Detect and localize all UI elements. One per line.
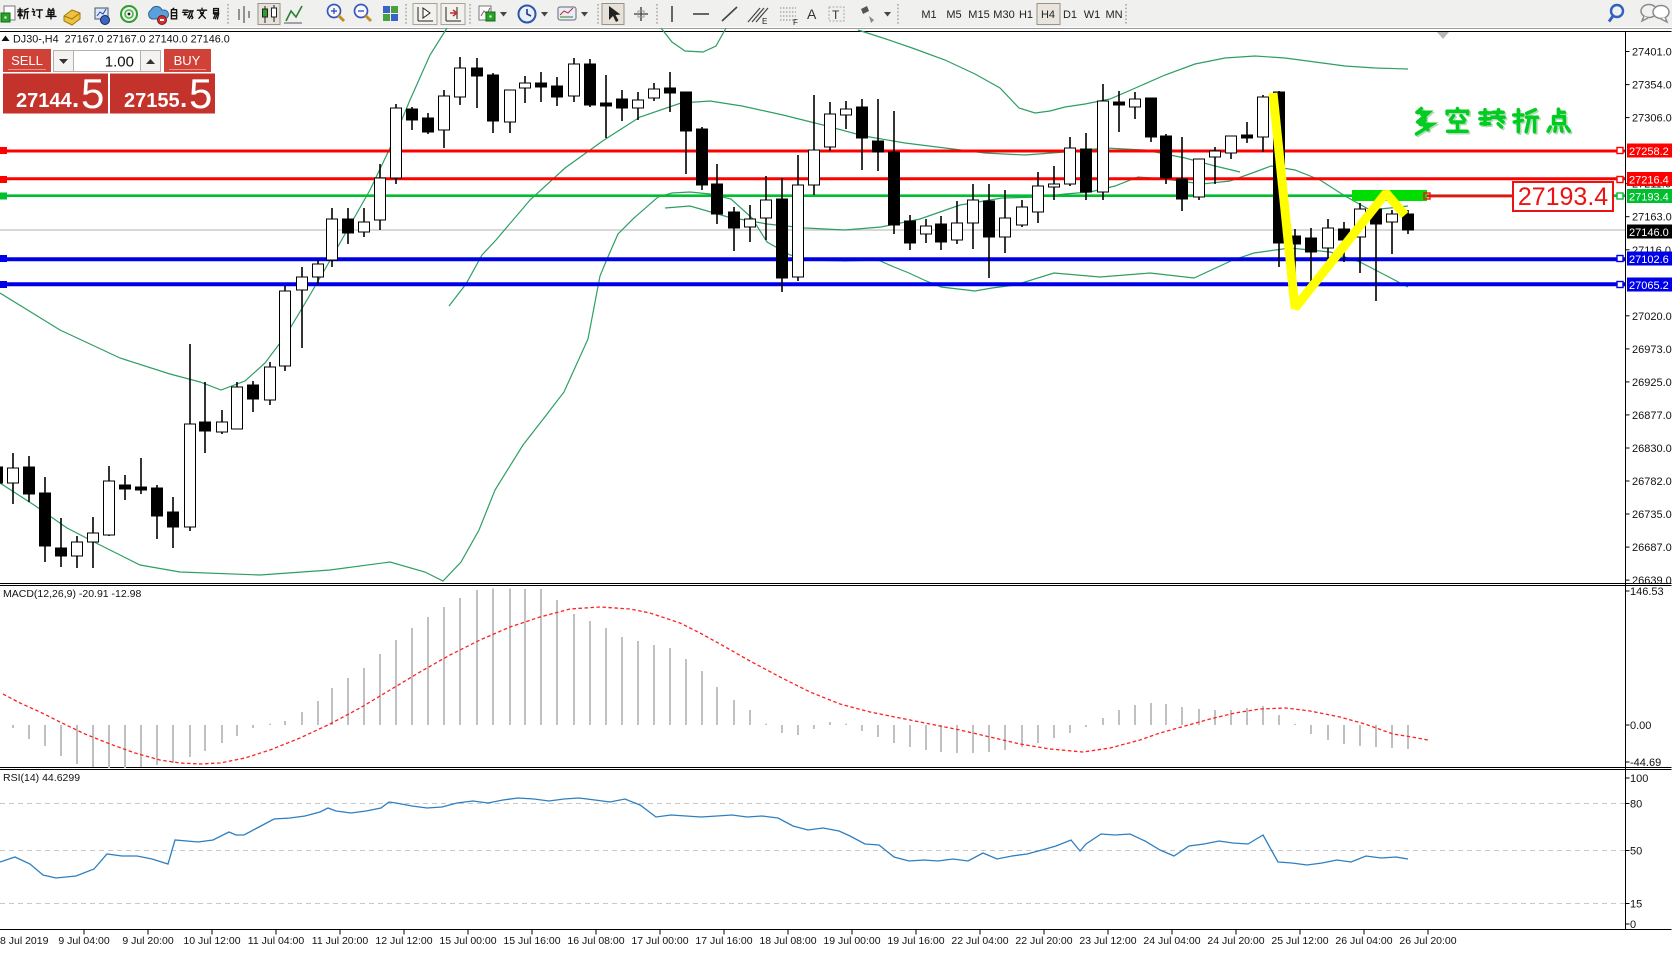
svg-text:.: . bbox=[72, 83, 79, 113]
svg-text:-44.69: -44.69 bbox=[1630, 757, 1661, 769]
svg-text:22 Jul 20:00: 22 Jul 20:00 bbox=[1015, 935, 1072, 947]
svg-text:16 Jul 08:00: 16 Jul 08:00 bbox=[567, 935, 624, 947]
svg-text:26735.0: 26735.0 bbox=[1632, 509, 1672, 521]
svg-text:5: 5 bbox=[81, 70, 104, 117]
svg-text:15 Jul 00:00: 15 Jul 00:00 bbox=[439, 935, 496, 947]
svg-text:DJ30-,H4 27167.0 27167.0 2714: DJ30-,H4 27167.0 27167.0 27140.0 27146.0 bbox=[13, 34, 230, 46]
svg-text:26925.0: 26925.0 bbox=[1632, 377, 1672, 389]
svg-text:80: 80 bbox=[1630, 799, 1642, 811]
svg-text:9 Jul 04:00: 9 Jul 04:00 bbox=[58, 935, 110, 947]
svg-text:5: 5 bbox=[189, 70, 212, 117]
svg-text:18 Jul 08:00: 18 Jul 08:00 bbox=[759, 935, 816, 947]
svg-text:W1: W1 bbox=[1084, 9, 1101, 21]
svg-text:17 Jul 16:00: 17 Jul 16:00 bbox=[695, 935, 752, 947]
svg-text:27144: 27144 bbox=[16, 90, 72, 112]
svg-text:50: 50 bbox=[1630, 846, 1642, 858]
svg-text:24 Jul 20:00: 24 Jul 20:00 bbox=[1207, 935, 1264, 947]
svg-text:26687.0: 26687.0 bbox=[1632, 542, 1672, 554]
svg-text:M30: M30 bbox=[993, 9, 1014, 21]
svg-text:27354.0: 27354.0 bbox=[1632, 80, 1672, 92]
svg-text:19 Jul 16:00: 19 Jul 16:00 bbox=[887, 935, 944, 947]
svg-text:15: 15 bbox=[1630, 899, 1642, 911]
svg-text:SELL: SELL bbox=[11, 53, 43, 68]
svg-text:26 Jul 04:00: 26 Jul 04:00 bbox=[1335, 935, 1392, 947]
svg-text:0: 0 bbox=[1630, 919, 1636, 931]
svg-text:27193.4: 27193.4 bbox=[1629, 192, 1669, 204]
svg-text:27258.2: 27258.2 bbox=[1629, 146, 1669, 158]
svg-text:RSI(14) 44.6299: RSI(14) 44.6299 bbox=[3, 772, 80, 784]
svg-text:27065.2: 27065.2 bbox=[1629, 280, 1669, 292]
svg-text:F: F bbox=[793, 18, 798, 27]
svg-text:22 Jul 04:00: 22 Jul 04:00 bbox=[951, 935, 1008, 947]
svg-text:1.00: 1.00 bbox=[105, 54, 134, 71]
svg-text:27020.0: 27020.0 bbox=[1632, 311, 1672, 323]
svg-text:26877.0: 26877.0 bbox=[1632, 410, 1672, 422]
svg-text:26639.0: 26639.0 bbox=[1632, 575, 1672, 587]
svg-text:27306.0: 27306.0 bbox=[1632, 113, 1672, 125]
svg-text:25 Jul 12:00: 25 Jul 12:00 bbox=[1271, 935, 1328, 947]
svg-text:D1: D1 bbox=[1063, 9, 1077, 21]
svg-text:M1: M1 bbox=[921, 9, 936, 21]
svg-text:11 Jul 20:00: 11 Jul 20:00 bbox=[312, 935, 369, 947]
svg-text:27102.6: 27102.6 bbox=[1629, 254, 1669, 266]
svg-text:8 Jul 2019: 8 Jul 2019 bbox=[0, 935, 49, 947]
svg-text:15 Jul 16:00: 15 Jul 16:00 bbox=[503, 935, 560, 947]
svg-text:27216.4: 27216.4 bbox=[1629, 175, 1669, 187]
svg-text:27146.0: 27146.0 bbox=[1629, 227, 1669, 239]
svg-text:BUY: BUY bbox=[174, 53, 201, 68]
svg-text:M5: M5 bbox=[946, 9, 961, 21]
svg-text:12 Jul 12:00: 12 Jul 12:00 bbox=[375, 935, 432, 947]
svg-text:27193.4: 27193.4 bbox=[1518, 183, 1608, 211]
svg-text:27163.0: 27163.0 bbox=[1632, 212, 1672, 224]
svg-text:26830.0: 26830.0 bbox=[1632, 443, 1672, 455]
svg-text:11 Jul 04:00: 11 Jul 04:00 bbox=[248, 935, 305, 947]
svg-text:27401.0: 27401.0 bbox=[1632, 47, 1672, 59]
svg-text:23 Jul 12:00: 23 Jul 12:00 bbox=[1079, 935, 1136, 947]
svg-text:10 Jul 12:00: 10 Jul 12:00 bbox=[183, 935, 240, 947]
svg-text:27116.0: 27116.0 bbox=[1632, 245, 1671, 257]
svg-text:E: E bbox=[762, 17, 767, 26]
svg-text:M15: M15 bbox=[968, 9, 989, 21]
svg-text:H4: H4 bbox=[1041, 9, 1055, 21]
svg-text:MN: MN bbox=[1105, 9, 1122, 21]
svg-text:26973.0: 26973.0 bbox=[1632, 344, 1672, 356]
svg-text:19 Jul 00:00: 19 Jul 00:00 bbox=[823, 935, 880, 947]
svg-text:H1: H1 bbox=[1019, 9, 1033, 21]
svg-text:26782.0: 26782.0 bbox=[1632, 476, 1672, 488]
svg-text:100: 100 bbox=[1630, 773, 1648, 785]
svg-text:9 Jul 20:00: 9 Jul 20:00 bbox=[122, 935, 174, 947]
svg-text:MACD(12,26,9) -20.91 -12.98: MACD(12,26,9) -20.91 -12.98 bbox=[3, 588, 141, 600]
svg-text:27155: 27155 bbox=[124, 90, 180, 112]
svg-text:.: . bbox=[180, 83, 187, 113]
svg-text:0.00: 0.00 bbox=[1630, 720, 1651, 732]
svg-text:17 Jul 00:00: 17 Jul 00:00 bbox=[631, 935, 688, 947]
svg-text:T: T bbox=[832, 8, 840, 22]
svg-text:24 Jul 04:00: 24 Jul 04:00 bbox=[1143, 935, 1200, 947]
svg-text:A: A bbox=[807, 6, 817, 22]
svg-text:26 Jul 20:00: 26 Jul 20:00 bbox=[1399, 935, 1456, 947]
svg-text:146.53: 146.53 bbox=[1630, 586, 1664, 598]
